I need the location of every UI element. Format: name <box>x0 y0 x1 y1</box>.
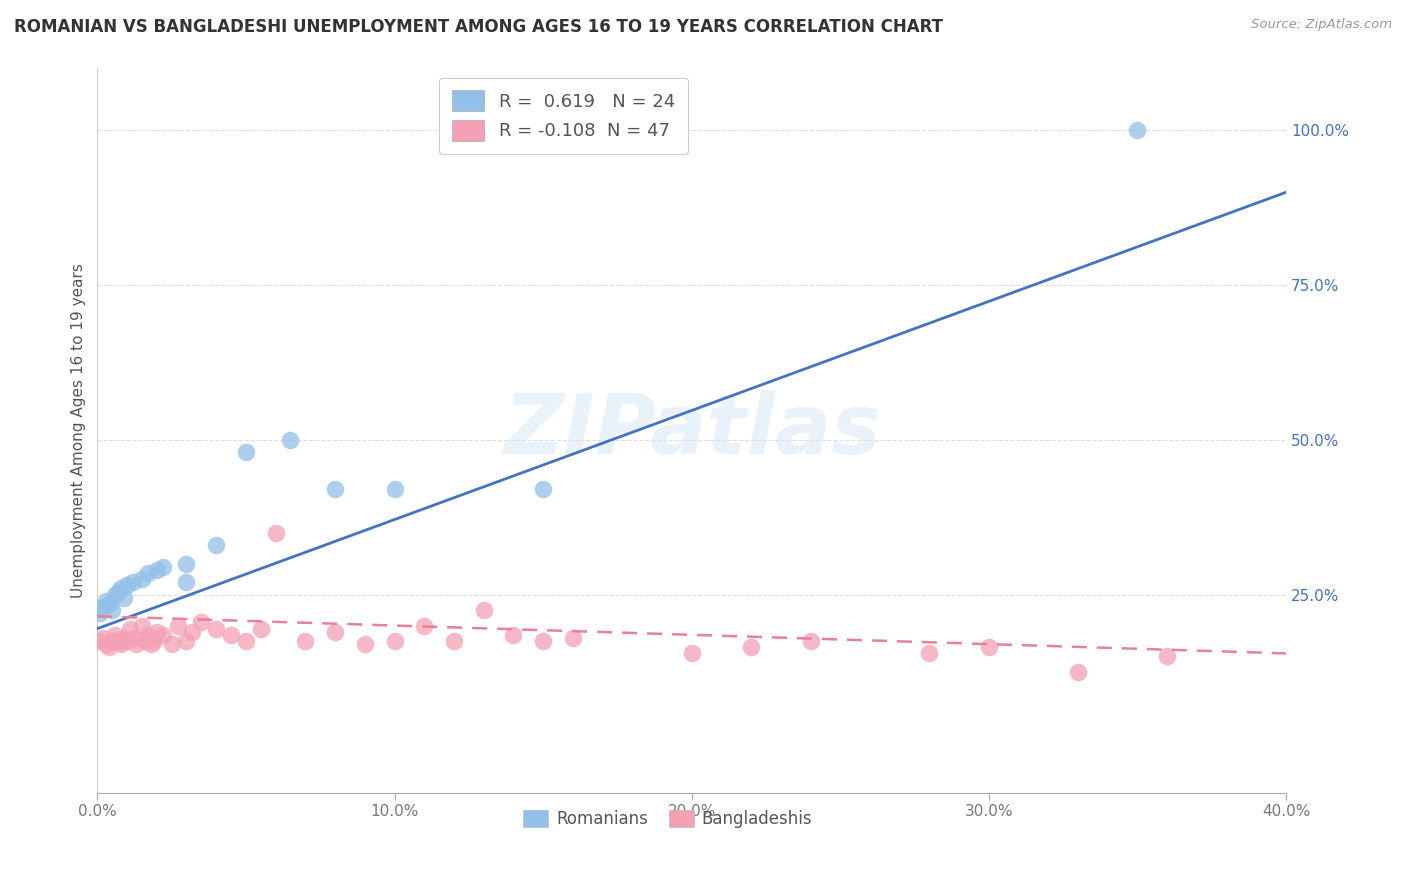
Point <box>235 445 257 459</box>
Point <box>1126 123 1149 137</box>
Point <box>101 603 124 617</box>
Y-axis label: Unemployment Among Ages 16 to 19 years: Unemployment Among Ages 16 to 19 years <box>72 263 86 598</box>
Point <box>280 433 302 447</box>
Point <box>323 624 346 639</box>
Point <box>176 575 198 590</box>
Point <box>122 575 145 590</box>
Point <box>190 615 212 630</box>
Point <box>264 525 287 540</box>
Point <box>134 634 156 648</box>
Point <box>740 640 762 655</box>
Point <box>152 559 174 574</box>
Text: ZIPatlas: ZIPatlas <box>503 390 880 471</box>
Point <box>205 538 228 552</box>
Point <box>472 603 495 617</box>
Point <box>561 631 583 645</box>
Legend: Romanians, Bangladeshis: Romanians, Bangladeshis <box>516 804 820 835</box>
Point <box>176 557 198 571</box>
Point <box>115 634 138 648</box>
Point <box>107 584 129 599</box>
Point <box>89 634 111 648</box>
Point <box>443 634 465 648</box>
Point <box>531 483 554 497</box>
Point <box>101 634 124 648</box>
Point <box>323 483 346 497</box>
Point <box>146 563 169 577</box>
Point <box>110 582 132 596</box>
Text: ROMANIAN VS BANGLADESHI UNEMPLOYMENT AMONG AGES 16 TO 19 YEARS CORRELATION CHART: ROMANIAN VS BANGLADESHI UNEMPLOYMENT AMO… <box>14 18 943 36</box>
Point <box>205 622 228 636</box>
Point <box>681 647 703 661</box>
Point <box>112 631 135 645</box>
Point <box>353 637 375 651</box>
Point <box>125 637 148 651</box>
Point <box>136 566 159 580</box>
Point <box>98 640 121 655</box>
Point <box>166 618 188 632</box>
Point <box>160 637 183 651</box>
Point <box>118 622 141 636</box>
Point <box>977 640 1000 655</box>
Point <box>799 634 821 648</box>
Point <box>91 599 114 614</box>
Point <box>104 588 127 602</box>
Text: Source: ZipAtlas.com: Source: ZipAtlas.com <box>1251 18 1392 31</box>
Point <box>112 591 135 605</box>
Point <box>122 631 145 645</box>
Point <box>531 634 554 648</box>
Point <box>235 634 257 648</box>
Point <box>131 618 153 632</box>
Point <box>1067 665 1090 679</box>
Point <box>249 622 271 636</box>
Point <box>294 634 316 648</box>
Point <box>104 628 127 642</box>
Point <box>918 647 941 661</box>
Point <box>89 606 111 620</box>
Point <box>176 634 198 648</box>
Point <box>110 637 132 651</box>
Point <box>131 572 153 586</box>
Point <box>139 637 162 651</box>
Point <box>96 637 118 651</box>
Point <box>1156 649 1178 664</box>
Point <box>142 634 165 648</box>
Point <box>115 578 138 592</box>
Point <box>181 624 204 639</box>
Point <box>146 624 169 639</box>
Point <box>136 628 159 642</box>
Point <box>152 628 174 642</box>
Point <box>107 634 129 648</box>
Point <box>384 634 406 648</box>
Point <box>96 594 118 608</box>
Point <box>502 628 524 642</box>
Point <box>98 597 121 611</box>
Point <box>384 483 406 497</box>
Point <box>413 618 436 632</box>
Point <box>91 631 114 645</box>
Point <box>219 628 242 642</box>
